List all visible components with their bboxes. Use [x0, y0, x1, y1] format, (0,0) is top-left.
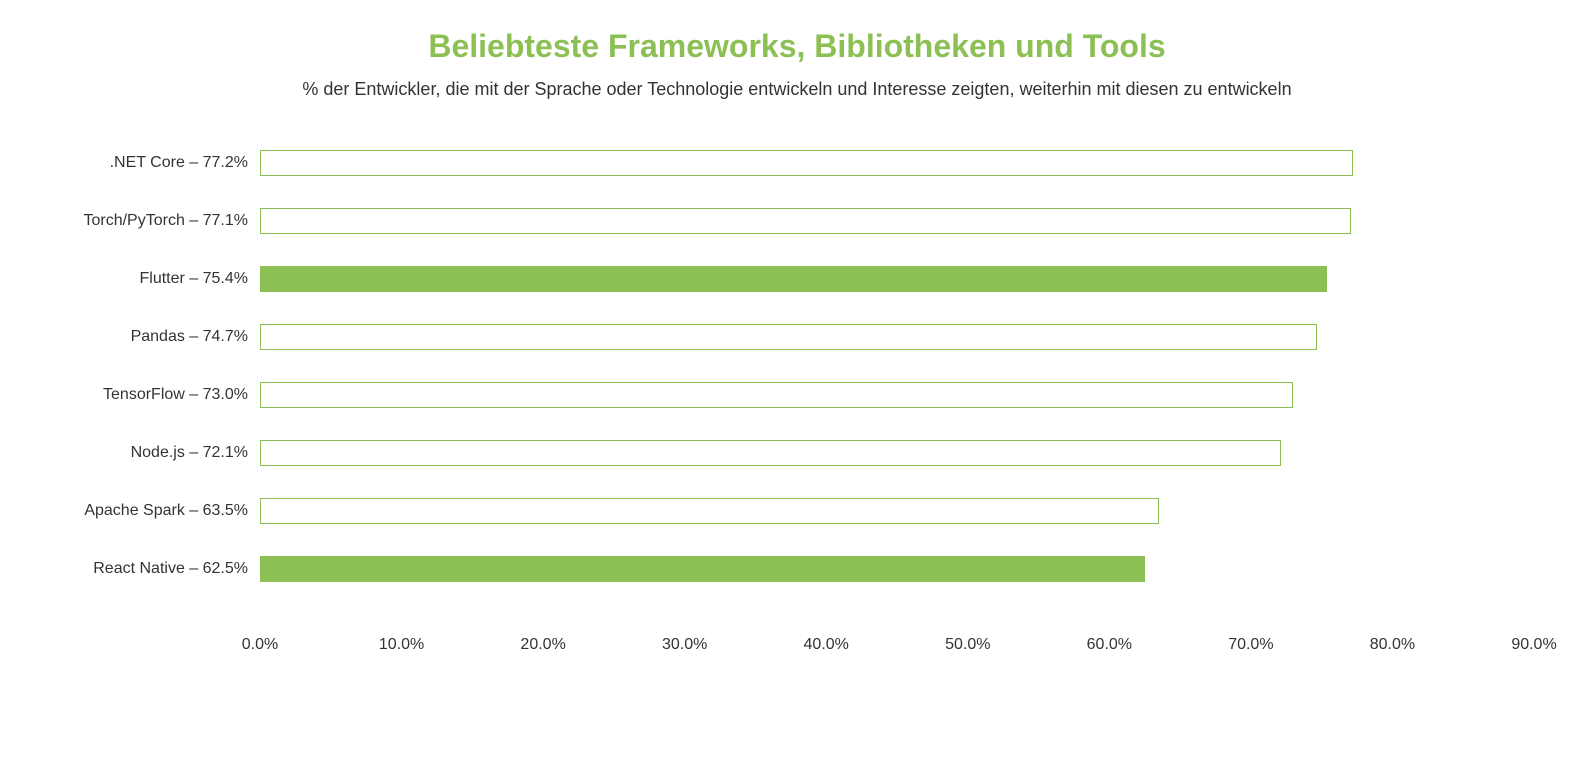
bar-label: Torch/PyTorch – 77.1% [83, 212, 260, 230]
bar-label: Flutter – 75.4% [140, 270, 261, 288]
bar-row: Apache Spark – 63.5% [260, 498, 1534, 524]
x-tick-label: 0.0% [242, 636, 278, 654]
bar [260, 440, 1281, 466]
chart-subtitle: % der Entwickler, die mit der Sprache od… [0, 79, 1594, 100]
chart-title: Beliebteste Frameworks, Bibliotheken und… [0, 28, 1594, 65]
bar [260, 556, 1145, 582]
x-tick-label: 20.0% [520, 636, 565, 654]
x-tick-label: 60.0% [1087, 636, 1132, 654]
bar-label: React Native – 62.5% [93, 560, 260, 578]
x-tick-label: 80.0% [1370, 636, 1415, 654]
bar-label: Pandas – 74.7% [131, 328, 260, 346]
x-tick-label: 70.0% [1228, 636, 1273, 654]
x-tick-label: 50.0% [945, 636, 990, 654]
bar [260, 498, 1159, 524]
bar-row: TensorFlow – 73.0% [260, 382, 1534, 408]
bar-row: Flutter – 75.4% [260, 266, 1534, 292]
bar-row: Torch/PyTorch – 77.1% [260, 208, 1534, 234]
bar [260, 208, 1351, 234]
bar [260, 150, 1353, 176]
x-tick-label: 90.0% [1511, 636, 1556, 654]
x-tick-label: 10.0% [379, 636, 424, 654]
bar-label: Node.js – 72.1% [131, 444, 260, 462]
bar-label: TensorFlow – 73.0% [103, 386, 260, 404]
bar-row: .NET Core – 77.2% [260, 150, 1534, 176]
bar-label: .NET Core – 77.2% [110, 154, 260, 172]
chart-container: Beliebteste Frameworks, Bibliotheken und… [0, 0, 1594, 767]
x-tick-label: 30.0% [662, 636, 707, 654]
bar [260, 382, 1293, 408]
bar-row: Node.js – 72.1% [260, 440, 1534, 466]
plot-area: .NET Core – 77.2% Torch/PyTorch – 77.1% Fl… [260, 140, 1534, 660]
bars-area: .NET Core – 77.2% Torch/PyTorch – 77.1% Fl… [260, 140, 1534, 620]
bar-row: Pandas – 74.7% [260, 324, 1534, 350]
bar-label: Apache Spark – 63.5% [84, 502, 260, 520]
bar [260, 266, 1327, 292]
x-axis: 0.0%10.0%20.0%30.0%40.0%50.0%60.0%70.0%8… [260, 620, 1534, 660]
bar [260, 324, 1317, 350]
bar-row: React Native – 62.5% [260, 556, 1534, 582]
x-tick-label: 40.0% [804, 636, 849, 654]
